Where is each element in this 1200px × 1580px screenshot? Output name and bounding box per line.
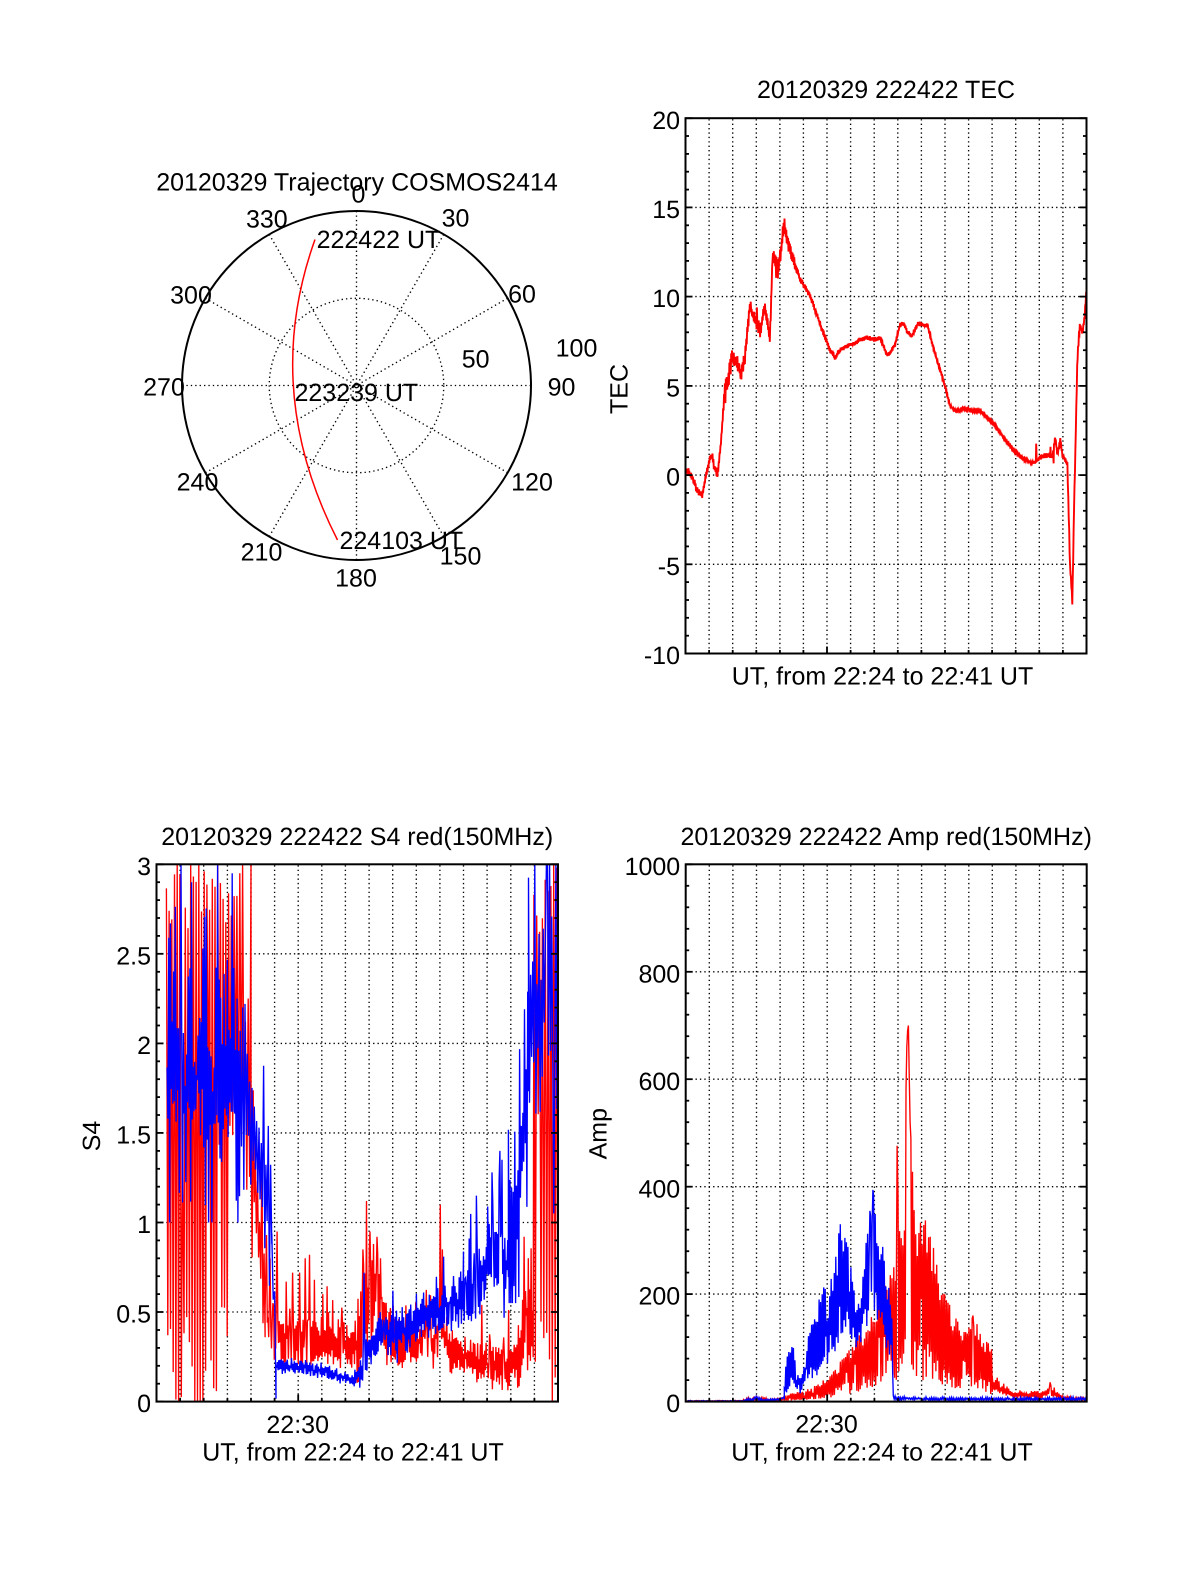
svg-text:330: 330 [246,206,288,234]
svg-text:2: 2 [137,1032,151,1060]
svg-text:TEC: TEC [606,364,634,414]
svg-text:222422 UT: 222422 UT [317,226,441,254]
svg-text:400: 400 [638,1175,680,1203]
svg-text:223239 UT: 223239 UT [295,379,419,407]
svg-text:600: 600 [638,1068,680,1096]
svg-text:22:30: 22:30 [795,1411,858,1439]
svg-text:210: 210 [241,539,283,567]
svg-text:2.5: 2.5 [116,942,151,970]
svg-text:-5: -5 [658,553,680,581]
svg-text:UT, from 22:24 to 22:41 UT: UT, from 22:24 to 22:41 UT [731,1439,1033,1467]
svg-text:-10: -10 [644,642,680,670]
svg-text:1000: 1000 [625,853,681,881]
svg-text:0: 0 [666,464,680,492]
svg-text:20120329 Trajectory COSMOS2414: 20120329 Trajectory COSMOS2414 [156,169,558,197]
svg-text:30: 30 [442,205,470,233]
svg-text:UT, from 22:24 to 22:41 UT: UT, from 22:24 to 22:41 UT [202,1439,504,1467]
svg-text:50: 50 [462,346,490,374]
svg-text:0: 0 [352,181,366,209]
svg-text:S4: S4 [78,1121,106,1152]
svg-text:10: 10 [652,285,680,313]
svg-text:90: 90 [548,374,576,402]
svg-text:224103 UT: 224103 UT [340,527,464,555]
svg-text:270: 270 [143,374,185,402]
svg-text:180: 180 [335,565,377,593]
svg-text:20120329 222422 Amp red(150MHz: 20120329 222422 Amp red(150MHz) [681,823,1092,851]
svg-text:0.5: 0.5 [116,1301,151,1329]
svg-text:800: 800 [638,960,680,988]
svg-text:120: 120 [511,469,553,497]
svg-text:1.5: 1.5 [116,1122,151,1150]
svg-text:15: 15 [652,196,680,224]
svg-text:60: 60 [508,281,536,309]
svg-text:100: 100 [556,335,598,363]
svg-text:0: 0 [137,1390,151,1418]
svg-text:20: 20 [652,107,680,135]
svg-text:0: 0 [666,1390,680,1418]
svg-text:UT, from 22:24 to 22:41 UT: UT, from 22:24 to 22:41 UT [732,663,1034,691]
svg-text:200: 200 [638,1283,680,1311]
svg-text:300: 300 [170,282,212,310]
svg-text:5: 5 [666,375,680,403]
svg-text:20120329 222422 S4 red(150MHz): 20120329 222422 S4 red(150MHz) [161,823,553,851]
svg-text:240: 240 [177,469,219,497]
svg-text:3: 3 [137,853,151,881]
svg-text:22:30: 22:30 [266,1411,329,1439]
svg-text:150: 150 [440,543,482,571]
svg-text:20120329 222422 TEC: 20120329 222422 TEC [757,76,1015,104]
svg-text:1: 1 [137,1211,151,1239]
svg-text:Amp: Amp [585,1108,613,1159]
